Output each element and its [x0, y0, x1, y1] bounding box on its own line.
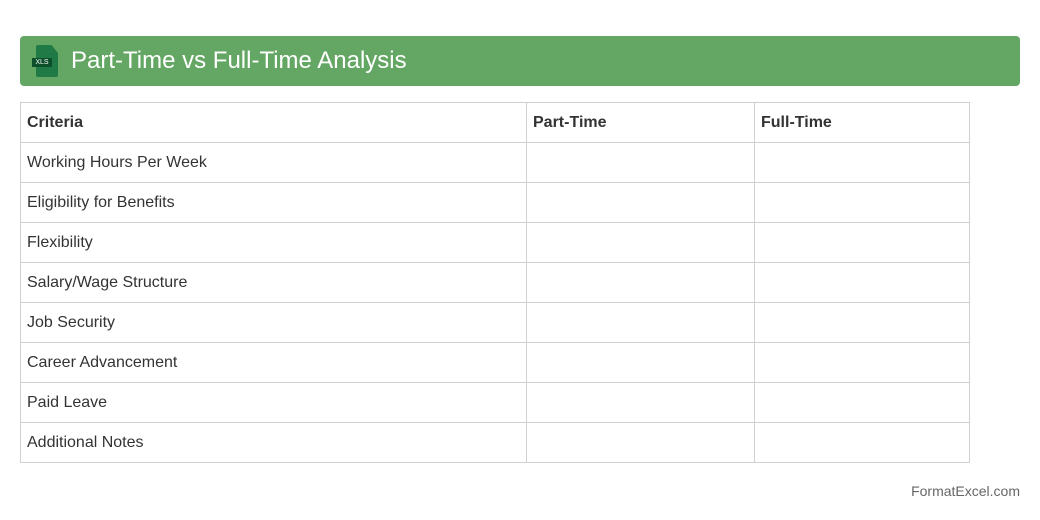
- criteria-cell: Working Hours Per Week: [20, 142, 527, 183]
- table-row: Eligibility for Benefits: [20, 182, 970, 223]
- value-cell[interactable]: [754, 142, 970, 183]
- value-cell[interactable]: [754, 262, 970, 303]
- page-title: Part-Time vs Full-Time Analysis: [71, 47, 407, 74]
- table-row: Flexibility: [20, 222, 970, 263]
- criteria-cell: Paid Leave: [20, 382, 527, 423]
- table-row: Additional Notes: [20, 422, 970, 463]
- column-header: Criteria: [20, 102, 527, 143]
- criteria-cell: Eligibility for Benefits: [20, 182, 527, 223]
- value-cell[interactable]: [754, 342, 970, 383]
- table-row: Paid Leave: [20, 382, 970, 423]
- criteria-cell: Flexibility: [20, 222, 527, 263]
- value-cell[interactable]: [526, 302, 755, 343]
- value-cell[interactable]: [754, 182, 970, 223]
- value-cell[interactable]: [754, 302, 970, 343]
- criteria-cell: Additional Notes: [20, 422, 527, 463]
- table-row: Job Security: [20, 302, 970, 343]
- value-cell[interactable]: [526, 222, 755, 263]
- criteria-cell: Salary/Wage Structure: [20, 262, 527, 303]
- value-cell[interactable]: [526, 382, 755, 423]
- table-row: Salary/Wage Structure: [20, 262, 970, 303]
- criteria-cell: Job Security: [20, 302, 527, 343]
- column-header: Full-Time: [754, 102, 970, 143]
- footer-brand: FormatExcel.com: [911, 483, 1020, 499]
- title-bar: XLS Part-Time vs Full-Time Analysis: [20, 36, 1020, 86]
- value-cell[interactable]: [526, 142, 755, 183]
- comparison-table: Criteria Part-Time Full-Time Working Hours …: [20, 102, 970, 463]
- value-cell[interactable]: [754, 222, 970, 263]
- criteria-cell: Career Advancement: [20, 342, 527, 383]
- table-row: Working Hours Per Week: [20, 142, 970, 183]
- value-cell[interactable]: [754, 422, 970, 463]
- table-row: Career Advancement: [20, 342, 970, 383]
- column-header: Part-Time: [526, 102, 755, 143]
- value-cell[interactable]: [526, 342, 755, 383]
- value-cell[interactable]: [526, 182, 755, 223]
- value-cell[interactable]: [754, 382, 970, 423]
- xls-file-icon: XLS: [32, 45, 60, 77]
- value-cell[interactable]: [526, 422, 755, 463]
- value-cell[interactable]: [526, 262, 755, 303]
